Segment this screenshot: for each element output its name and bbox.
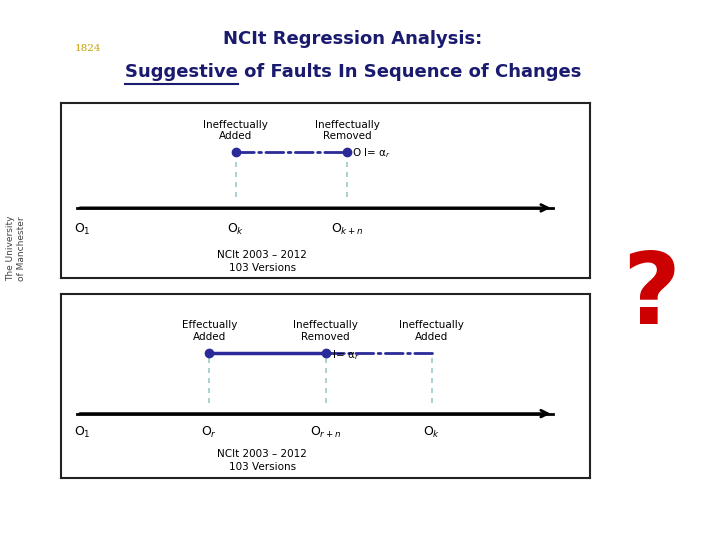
- Text: Ineffectually
Added: Ineffectually Added: [203, 119, 269, 141]
- Text: O$_r$: O$_r$: [202, 424, 217, 440]
- Text: O$_{r+n}$: O$_{r+n}$: [310, 424, 341, 440]
- Text: Effectually
Added: Effectually Added: [181, 320, 237, 342]
- Text: O$_k$: O$_k$: [228, 221, 245, 237]
- Text: O$_{k+n}$: O$_{k+n}$: [330, 221, 364, 237]
- Text: NCIt Regression Analysis:: NCIt Regression Analysis:: [223, 30, 482, 48]
- Text: O$_1$: O$_1$: [74, 221, 91, 237]
- Text: O$_1$: O$_1$: [74, 424, 91, 440]
- Text: ?: ?: [623, 248, 680, 345]
- Text: Ineffectually
Removed: Ineffectually Removed: [293, 320, 359, 342]
- Text: Suggestive of Faults In Sequence of Changes: Suggestive of Faults In Sequence of Chan…: [125, 63, 581, 81]
- Text: O$_k$: O$_k$: [423, 424, 441, 440]
- Text: 1824: 1824: [75, 44, 102, 52]
- Text: MANCHEStER: MANCHEStER: [43, 21, 133, 31]
- Text: Ineffectually
Added: Ineffectually Added: [399, 320, 464, 342]
- Text: O l= α$_r$: O l= α$_r$: [320, 348, 359, 362]
- Text: O l= α$_r$: O l= α$_r$: [352, 146, 391, 160]
- Text: Ineffectually
Removed: Ineffectually Removed: [315, 119, 379, 141]
- Text: NCIt 2003 – 2012
103 Versions: NCIt 2003 – 2012 103 Versions: [217, 249, 307, 273]
- Text: The University
of Manchester: The University of Manchester: [6, 215, 26, 281]
- Text: NCIt 2003 – 2012
103 Versions: NCIt 2003 – 2012 103 Versions: [217, 449, 307, 472]
